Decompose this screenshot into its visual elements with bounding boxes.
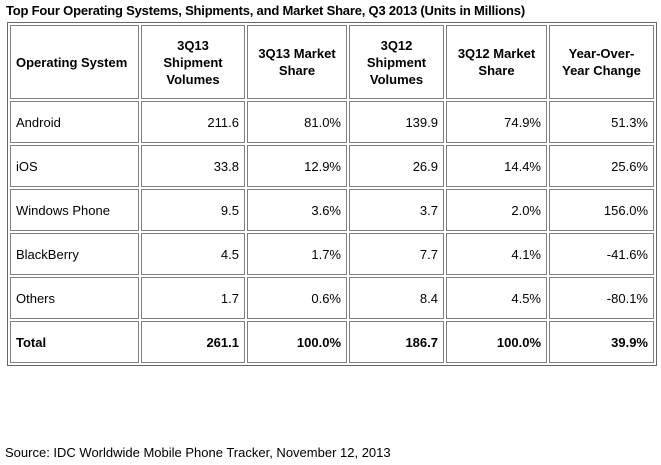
value-cell-yoy-change: 156.0% [549, 189, 654, 231]
value-cell-3q13-volume: 4.5 [141, 233, 245, 275]
os-shipments-table: Operating System 3Q13 Shipment Volumes 3… [7, 22, 657, 366]
total-value-cell-3q12-share: 100.0% [446, 321, 547, 363]
value-cell-3q12-share: 4.1% [446, 233, 547, 275]
os-name-cell: Windows Phone [10, 189, 139, 231]
table-row-blackberry: BlackBerry 4.5 1.7% 7.7 4.1% -41.6% [10, 233, 654, 275]
value-cell-3q12-share: 4.5% [446, 277, 547, 319]
header-row: Operating System 3Q13 Shipment Volumes 3… [10, 25, 654, 99]
value-cell-yoy-change: -80.1% [549, 277, 654, 319]
total-value-cell-3q12-volume: 186.7 [349, 321, 444, 363]
value-cell-3q13-share: 3.6% [247, 189, 347, 231]
value-cell-3q12-share: 2.0% [446, 189, 547, 231]
value-cell-3q12-volume: 3.7 [349, 189, 444, 231]
value-cell-yoy-change: 25.6% [549, 145, 654, 187]
value-cell-3q13-share: 12.9% [247, 145, 347, 187]
value-cell-3q12-share: 74.9% [446, 101, 547, 143]
value-cell-3q13-share: 1.7% [247, 233, 347, 275]
os-name-cell: Android [10, 101, 139, 143]
value-cell-3q12-volume: 7.7 [349, 233, 444, 275]
os-name-cell: BlackBerry [10, 233, 139, 275]
table-title: Top Four Operating Systems, Shipments, a… [6, 3, 525, 18]
table-row-total: Total 261.1 100.0% 186.7 100.0% 39.9% [10, 321, 654, 363]
os-name-cell: iOS [10, 145, 139, 187]
source-note: Source: IDC Worldwide Mobile Phone Track… [5, 445, 391, 460]
value-cell-3q13-volume: 1.7 [141, 277, 245, 319]
page: Top Four Operating Systems, Shipments, a… [0, 3, 661, 465]
total-label-cell: Total [10, 321, 139, 363]
total-value-cell-yoy-change: 39.9% [549, 321, 654, 363]
total-value-cell-3q13-share: 100.0% [247, 321, 347, 363]
value-cell-3q12-share: 14.4% [446, 145, 547, 187]
value-cell-3q13-share: 0.6% [247, 277, 347, 319]
column-header-3q13-market-share: 3Q13 Market Share [247, 25, 347, 99]
value-cell-3q12-volume: 26.9 [349, 145, 444, 187]
value-cell-3q12-volume: 8.4 [349, 277, 444, 319]
column-header-3q12-market-share: 3Q12 Market Share [446, 25, 547, 99]
value-cell-3q13-share: 81.0% [247, 101, 347, 143]
value-cell-3q13-volume: 9.5 [141, 189, 245, 231]
value-cell-yoy-change: -41.6% [549, 233, 654, 275]
value-cell-3q12-volume: 139.9 [349, 101, 444, 143]
value-cell-3q13-volume: 211.6 [141, 101, 245, 143]
table-row-ios: iOS 33.8 12.9% 26.9 14.4% 25.6% [10, 145, 654, 187]
table-row-others: Others 1.7 0.6% 8.4 4.5% -80.1% [10, 277, 654, 319]
table-row-android: Android 211.6 81.0% 139.9 74.9% 51.3% [10, 101, 654, 143]
column-header-operating-system: Operating System [10, 25, 139, 99]
column-header-year-over-year-change: Year-Over-Year Change [549, 25, 654, 99]
column-header-3q13-shipment-volumes: 3Q13 Shipment Volumes [141, 25, 245, 99]
table-row-windows-phone: Windows Phone 9.5 3.6% 3.7 2.0% 156.0% [10, 189, 654, 231]
total-value-cell-3q13-volume: 261.1 [141, 321, 245, 363]
column-header-3q12-shipment-volumes: 3Q12 Shipment Volumes [349, 25, 444, 99]
os-name-cell: Others [10, 277, 139, 319]
value-cell-3q13-volume: 33.8 [141, 145, 245, 187]
value-cell-yoy-change: 51.3% [549, 101, 654, 143]
